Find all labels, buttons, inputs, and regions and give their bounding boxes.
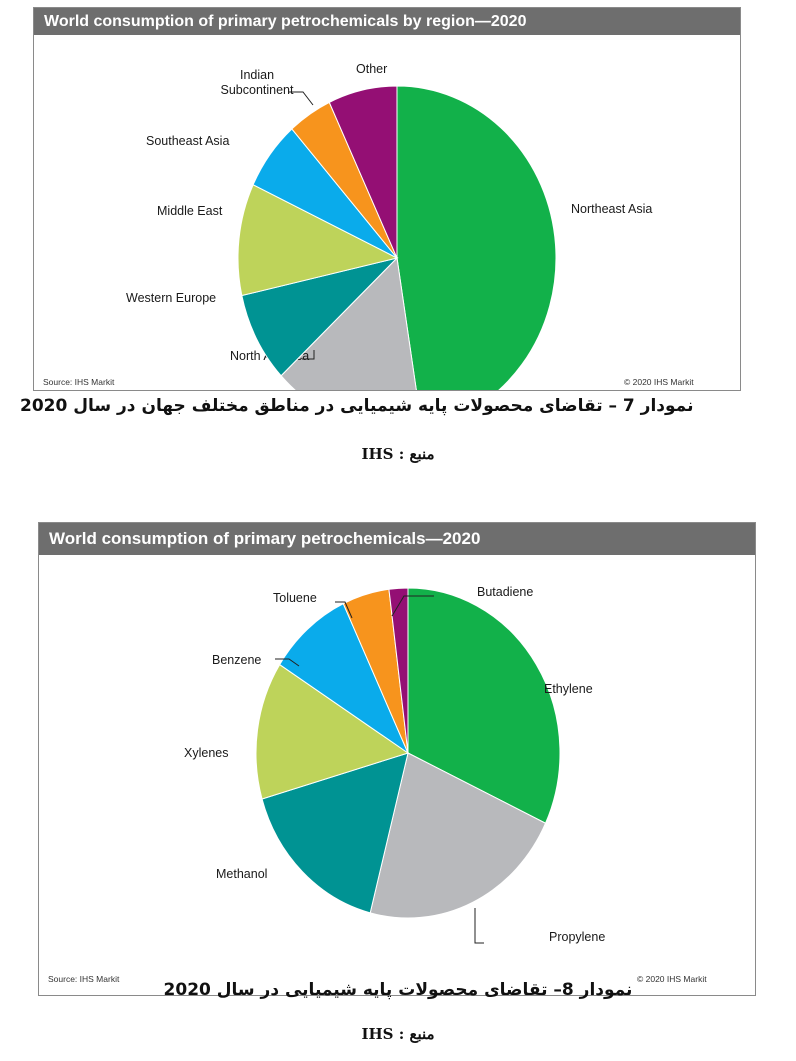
slice-label-western-europe: Western Europe (126, 291, 216, 305)
chart-panel-products: World consumption of primary petrochemic… (38, 522, 756, 996)
copyright-note: © 2020 IHS Markit (637, 974, 707, 984)
pie-slice-propylene (369, 752, 547, 919)
figure-source-7: منبع : IHS (361, 445, 435, 463)
chart-header: World consumption of primary petrochemic… (34, 8, 740, 35)
source-note: Source: IHS Markit (43, 377, 115, 387)
slice-label-northeast-asia: Northeast Asia (571, 202, 652, 216)
slice-label-indian-subcontinent: Indian Subcontinent (221, 68, 295, 97)
slice-label-middle-east: Middle East (157, 204, 223, 218)
chart-header: World consumption of primary petrochemic… (39, 523, 755, 555)
leader-line (335, 601, 353, 619)
slice-label-other: Other (356, 62, 387, 76)
slice-label-ethylene: Ethylene (544, 682, 593, 696)
pie-slice-western-europe (241, 257, 399, 377)
figure-caption-8: نمودار 8– تقاضای محصولات پایه شیمیایی در… (163, 980, 633, 1000)
slice-label-xylenes: Xylenes (184, 746, 228, 760)
slice-label-southeast-asia: Southeast Asia (146, 134, 229, 148)
copyright-note: © 2020 IHS Markit (624, 377, 694, 387)
pie-slice-methanol (261, 752, 409, 914)
leader-line (275, 658, 300, 667)
pie-slice-ethylene (407, 587, 561, 824)
pie-slice-butadiene (388, 587, 409, 754)
slice-label-butadiene: Butadiene (477, 585, 533, 599)
slice-label-benzene: Benzene (212, 653, 261, 667)
pie-chart-products: Ethylene Propylene Methanol Xylenes Benzene T… (184, 585, 605, 944)
slice-label-toluene: Toluene (273, 591, 317, 605)
slice-label-propylene: Propylene (549, 930, 605, 944)
pie-slice-xylenes (255, 663, 410, 800)
chart-title: World consumption of primary petrochemic… (44, 13, 527, 30)
chart-panel-regions: World consumption of primary petrochemic… (33, 7, 741, 391)
leader-line (391, 595, 434, 617)
pie-slice-middle-east (237, 184, 399, 297)
slice-label-methanol: Methanol (216, 867, 267, 881)
source-note: Source: IHS Markit (48, 974, 120, 984)
pie-slice-northeast-asia (396, 85, 557, 390)
leader-line (289, 91, 314, 106)
pie-slice-benzene (278, 603, 410, 755)
figure-caption-7: نمودار 7 – تقاضای محصولات پایه شیمیایی د… (20, 396, 694, 416)
leader-line (474, 908, 484, 944)
pie-slice-other (328, 85, 398, 259)
leader-line (302, 350, 315, 360)
pie-slice-north-america (280, 256, 417, 390)
chart-title: World consumption of primary petrochemic… (49, 529, 481, 548)
figure-source-8: منبع : IHS (361, 1025, 435, 1043)
